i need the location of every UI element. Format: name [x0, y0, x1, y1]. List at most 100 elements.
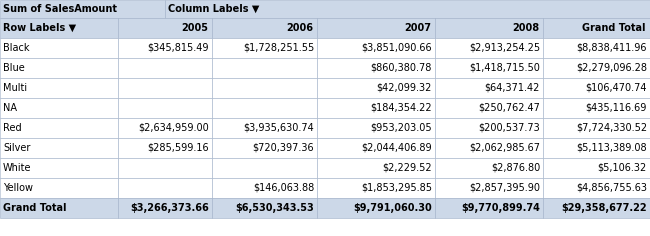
Bar	[317, 158, 435, 178]
Bar	[543, 38, 650, 58]
Bar	[543, 58, 650, 78]
Text: 2007: 2007	[404, 23, 431, 33]
Text: 2005: 2005	[181, 23, 208, 33]
Text: $860,380.78: $860,380.78	[370, 63, 432, 73]
Text: $720,397.36: $720,397.36	[252, 143, 314, 153]
Text: $200,537.73: $200,537.73	[478, 123, 540, 133]
Bar	[435, 58, 543, 78]
Text: $2,062,985.67: $2,062,985.67	[469, 143, 540, 153]
Text: $64,371.42: $64,371.42	[485, 83, 540, 93]
Text: $2,634,959.00: $2,634,959.00	[138, 123, 209, 133]
Bar	[0, 118, 118, 138]
Text: 2006: 2006	[286, 23, 313, 33]
Bar	[0, 0, 165, 18]
Text: $2,229.52: $2,229.52	[382, 163, 432, 173]
Bar	[118, 138, 212, 158]
Text: $1,853,295.85: $1,853,295.85	[361, 183, 432, 193]
Bar	[317, 178, 435, 198]
Bar	[435, 38, 543, 58]
Bar	[0, 158, 118, 178]
Bar	[0, 178, 118, 198]
Text: $1,728,251.55: $1,728,251.55	[242, 43, 314, 53]
Bar	[435, 78, 543, 98]
Bar	[435, 158, 543, 178]
Text: $29,358,677.22: $29,358,677.22	[562, 203, 647, 213]
Bar	[317, 198, 435, 218]
Bar	[543, 78, 650, 98]
Bar	[543, 98, 650, 118]
Text: Row Labels ▼: Row Labels ▼	[3, 23, 76, 33]
Text: $285,599.16: $285,599.16	[148, 143, 209, 153]
Text: Multi: Multi	[3, 83, 27, 93]
Text: 2008: 2008	[512, 23, 539, 33]
Bar	[118, 18, 212, 38]
Bar	[317, 98, 435, 118]
Bar	[543, 178, 650, 198]
Bar	[317, 18, 435, 38]
Bar	[0, 38, 118, 58]
Bar	[435, 118, 543, 138]
Text: $6,530,343.53: $6,530,343.53	[235, 203, 314, 213]
Text: $2,876.80: $2,876.80	[491, 163, 540, 173]
Text: $184,354.22: $184,354.22	[370, 103, 432, 113]
Bar	[435, 198, 543, 218]
Bar	[118, 178, 212, 198]
Bar	[543, 18, 650, 38]
Bar	[212, 158, 317, 178]
Text: $2,913,254.25: $2,913,254.25	[469, 43, 540, 53]
Bar	[118, 198, 212, 218]
Bar	[118, 158, 212, 178]
Text: $7,724,330.52: $7,724,330.52	[576, 123, 647, 133]
Bar	[212, 18, 317, 38]
Text: $146,063.88: $146,063.88	[253, 183, 314, 193]
Text: $106,470.74: $106,470.74	[586, 83, 647, 93]
Text: NA: NA	[3, 103, 17, 113]
Bar	[212, 118, 317, 138]
Text: $3,935,630.74: $3,935,630.74	[243, 123, 314, 133]
Text: $2,044,406.89: $2,044,406.89	[361, 143, 432, 153]
Text: $2,279,096.28: $2,279,096.28	[576, 63, 647, 73]
Text: $5,106.32: $5,106.32	[598, 163, 647, 173]
Text: $345,815.49: $345,815.49	[148, 43, 209, 53]
Text: $3,851,090.66: $3,851,090.66	[361, 43, 432, 53]
Text: Sum of SalesAmount: Sum of SalesAmount	[3, 4, 117, 14]
Bar	[543, 198, 650, 218]
Text: $3,266,373.66: $3,266,373.66	[130, 203, 209, 213]
Text: $9,770,899.74: $9,770,899.74	[461, 203, 540, 213]
Text: $5,113,389.08: $5,113,389.08	[577, 143, 647, 153]
Bar	[212, 178, 317, 198]
Bar	[118, 38, 212, 58]
Bar	[0, 78, 118, 98]
Bar	[212, 98, 317, 118]
Bar	[118, 58, 212, 78]
Bar	[435, 18, 543, 38]
Bar	[435, 178, 543, 198]
Text: White: White	[3, 163, 31, 173]
Bar	[118, 98, 212, 118]
Text: $42,099.32: $42,099.32	[376, 83, 432, 93]
Bar	[317, 118, 435, 138]
Text: Grand Total: Grand Total	[582, 23, 646, 33]
Text: Column Labels ▼: Column Labels ▼	[168, 4, 259, 14]
Bar	[0, 198, 118, 218]
Bar	[212, 78, 317, 98]
Text: $9,791,060.30: $9,791,060.30	[353, 203, 432, 213]
Bar	[543, 158, 650, 178]
Bar	[212, 198, 317, 218]
Bar	[435, 138, 543, 158]
Text: $8,838,411.96: $8,838,411.96	[577, 43, 647, 53]
Text: $2,857,395.90: $2,857,395.90	[469, 183, 540, 193]
Text: Grand Total: Grand Total	[3, 203, 66, 213]
Bar	[212, 38, 317, 58]
Text: Red: Red	[3, 123, 21, 133]
Text: $250,762.47: $250,762.47	[478, 103, 540, 113]
Bar	[0, 138, 118, 158]
Bar	[317, 38, 435, 58]
Bar	[435, 98, 543, 118]
Text: Black: Black	[3, 43, 29, 53]
Text: Silver: Silver	[3, 143, 31, 153]
Bar	[317, 138, 435, 158]
Bar	[212, 138, 317, 158]
Bar	[118, 78, 212, 98]
Bar	[543, 118, 650, 138]
